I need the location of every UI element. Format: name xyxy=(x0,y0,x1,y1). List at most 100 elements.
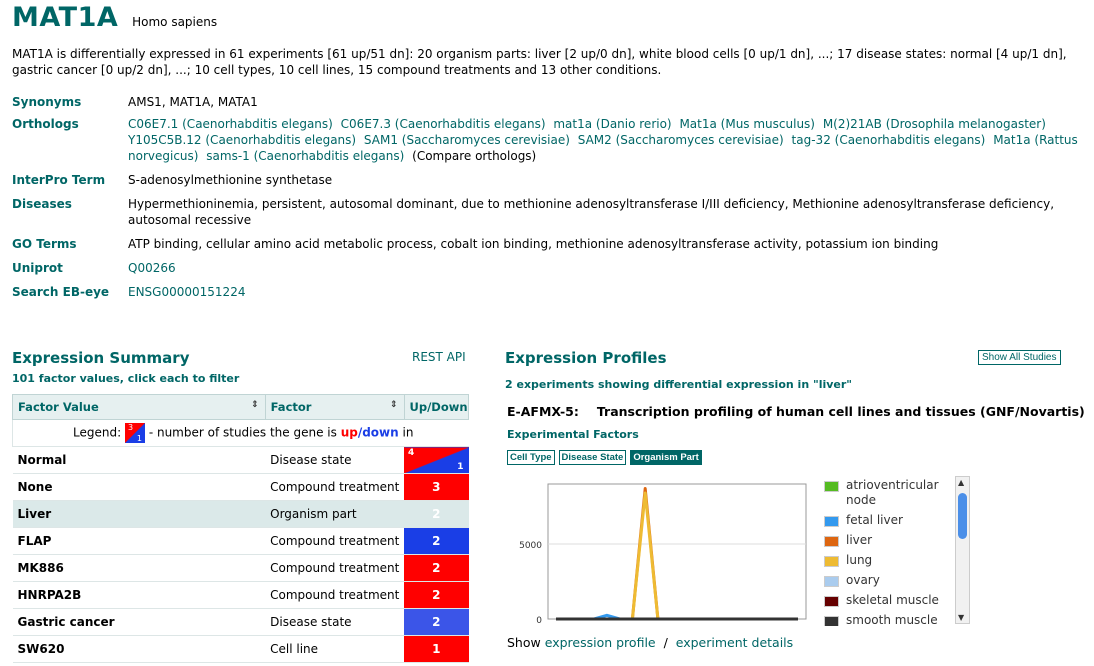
factor-value[interactable]: None xyxy=(12,473,266,501)
factor-value[interactable]: HNRPA2B xyxy=(12,581,266,609)
legend-label: liver xyxy=(846,533,873,547)
legend-item[interactable]: atrioventricular node xyxy=(820,478,958,508)
factor-type: Compound treatment xyxy=(265,473,405,501)
expression-summary-title: Expression Summary xyxy=(12,349,190,367)
factor-value[interactable]: Gastric cancer xyxy=(12,608,266,636)
ortholog-link[interactable]: SAM1 (Saccharomyces cerevisiae) xyxy=(363,133,570,147)
expression-summary-subtitle: 101 factor values, click each to filter xyxy=(12,372,240,385)
updown-count: 2 xyxy=(404,581,469,609)
updown-count: 3 xyxy=(404,473,469,501)
legend-swatch xyxy=(824,556,839,567)
ortholog-link[interactable]: tag-32 (Caenorhabditis elegans) xyxy=(791,133,986,147)
legend-item[interactable]: smooth muscle xyxy=(820,613,958,626)
experimental-factors-title: Experimental Factors xyxy=(507,428,639,441)
ortholog-link[interactable]: C06E7.3 (Caenorhabditis elegans) xyxy=(340,117,546,131)
factor-button[interactable]: Organism Part xyxy=(630,450,702,465)
factor-header[interactable]: Factor ⇕ xyxy=(264,394,405,420)
factor-row[interactable]: Liver Organism part 2 xyxy=(12,500,469,528)
factor-type: Disease state xyxy=(265,608,405,636)
factor-value[interactable]: Normal xyxy=(12,446,266,474)
expression-chart: 5000 0 xyxy=(519,483,807,626)
expression-profiles-title: Expression Profiles xyxy=(505,349,667,367)
updown-header[interactable]: Up/Down xyxy=(403,394,470,420)
go-terms-label: GO Terms xyxy=(12,237,77,251)
legend-label: skeletal muscle xyxy=(846,593,939,607)
experiment-title: E-AFMX-5: Transcription profiling of huma… xyxy=(507,404,1085,419)
legend-item[interactable]: lung xyxy=(820,553,958,568)
y-tick-label: 5000 xyxy=(519,541,542,551)
factor-row[interactable]: Gastric cancer Disease state 2 xyxy=(12,608,469,636)
legend-swatch xyxy=(824,516,839,527)
ortholog-link[interactable]: mat1a (Danio rerio) xyxy=(553,117,672,131)
factor-value[interactable]: FLAP xyxy=(12,527,266,555)
factor-type: Compound treatment xyxy=(265,554,405,582)
legend-item[interactable]: fetal liver xyxy=(820,513,958,528)
legend-label: atrioventricular node xyxy=(846,478,939,507)
legend-swatch xyxy=(824,596,839,607)
scroll-up-icon[interactable]: ▲ xyxy=(958,478,965,487)
sort-icon[interactable]: ⇕ xyxy=(251,400,259,410)
ortholog-link[interactable]: C06E7.1 (Caenorhabditis elegans) xyxy=(128,117,333,131)
rest-api-link[interactable]: REST API xyxy=(412,350,466,364)
updown-count: 2 xyxy=(404,527,469,555)
sort-icon[interactable]: ⇕ xyxy=(389,400,398,410)
expression-profiles-subtitle: 2 experiments showing differential expre… xyxy=(505,378,853,391)
experiment-accession: E-AFMX-5: xyxy=(507,404,579,419)
legend-item[interactable]: skeletal muscle xyxy=(820,593,958,608)
updown-count: 2 xyxy=(404,554,469,582)
legend-label: ovary xyxy=(846,573,880,587)
legend-item[interactable]: liver xyxy=(820,533,958,548)
factor-type: Compound treatment xyxy=(265,527,405,555)
factor-button[interactable]: Cell Type xyxy=(507,450,555,465)
gene-summary: MAT1A is differentially expressed in 61 … xyxy=(12,47,1067,77)
factor-value[interactable]: MK886 xyxy=(12,554,266,582)
ortholog-link[interactable]: M(2)21AB (Drosophila melanogaster) xyxy=(822,117,1046,131)
experiment-details-link[interactable]: experiment details xyxy=(675,635,794,650)
factor-value[interactable]: SW620 xyxy=(12,635,266,663)
factor-row[interactable]: MK886 Compound treatment 2 xyxy=(12,554,469,582)
show-links: Show expression profile / experiment det… xyxy=(507,635,794,650)
legend-scrollbar[interactable]: ▲ ▼ xyxy=(955,476,970,624)
ebeye-link[interactable]: ENSG00000151224 xyxy=(128,285,246,299)
experiment-description: Transcription profiling of human cell li… xyxy=(596,404,1085,419)
synonyms-value: AMS1, MAT1A, MATA1 xyxy=(128,95,258,109)
scroll-thumb[interactable] xyxy=(958,493,967,539)
factor-value-header[interactable]: Factor Value ⇕ xyxy=(12,394,266,420)
factor-type: Compound treatment xyxy=(265,581,405,609)
factor-row[interactable]: Normal Disease state 4 1 xyxy=(12,446,469,474)
legend-label: fetal liver xyxy=(846,513,903,527)
factor-row[interactable]: FLAP Compound treatment 2 xyxy=(12,527,469,555)
scroll-down-icon[interactable]: ▼ xyxy=(958,613,965,622)
factor-row[interactable]: SW620 Cell line 1 xyxy=(12,635,469,663)
legend-swatch xyxy=(824,576,839,587)
orthologs-label: Orthologs xyxy=(12,117,79,131)
ortholog-link[interactable]: Mat1a (Mus musculus) xyxy=(679,117,815,131)
legend-item[interactable]: ovary xyxy=(820,573,958,588)
ortholog-link[interactable]: Mat1a (Rattus norvegicus) xyxy=(128,133,1078,163)
compare-orthologs-link[interactable]: (Compare orthologs) xyxy=(412,149,537,163)
ortholog-link[interactable]: Y105C5B.12 (Caenorhabditis elegans) xyxy=(128,133,357,147)
ortholog-link[interactable]: SAM2 (Saccharomyces cerevisiae) xyxy=(577,133,784,147)
legend-swatch xyxy=(824,481,839,492)
gene-info-table: Synonyms AMS1, MAT1A, MATA1 Orthologs C0… xyxy=(12,94,1082,300)
factor-type: Disease state xyxy=(265,446,405,474)
factor-row[interactable]: HNRPA2B Compound treatment 2 xyxy=(12,581,469,609)
diseases-value: Hypermethioninemia, persistent, autosoma… xyxy=(128,197,1055,227)
factor-type: Organism part xyxy=(265,500,405,528)
factor-button[interactable]: Disease State xyxy=(558,450,627,465)
gene-name: MAT1A xyxy=(12,2,119,33)
ortholog-link[interactable]: sams-1 (Caenorhabditis elegans) xyxy=(206,149,405,163)
factor-row[interactable]: None Compound treatment 3 xyxy=(12,473,469,501)
orthologs-list: C06E7.1 (Caenorhabditis elegans) C06E7.3… xyxy=(128,116,1082,164)
show-all-studies-button[interactable]: Show All Studies xyxy=(978,350,1061,365)
gene-header: MAT1A Homo sapiens xyxy=(12,2,217,33)
factor-value[interactable]: Liver xyxy=(12,500,266,528)
expression-profile-link[interactable]: expression profile xyxy=(544,635,656,650)
uniprot-link[interactable]: Q00266 xyxy=(128,261,176,275)
factor-type: Cell line xyxy=(265,635,405,663)
uniprot-label: Uniprot xyxy=(12,261,63,275)
legend-label: lung xyxy=(846,553,873,567)
